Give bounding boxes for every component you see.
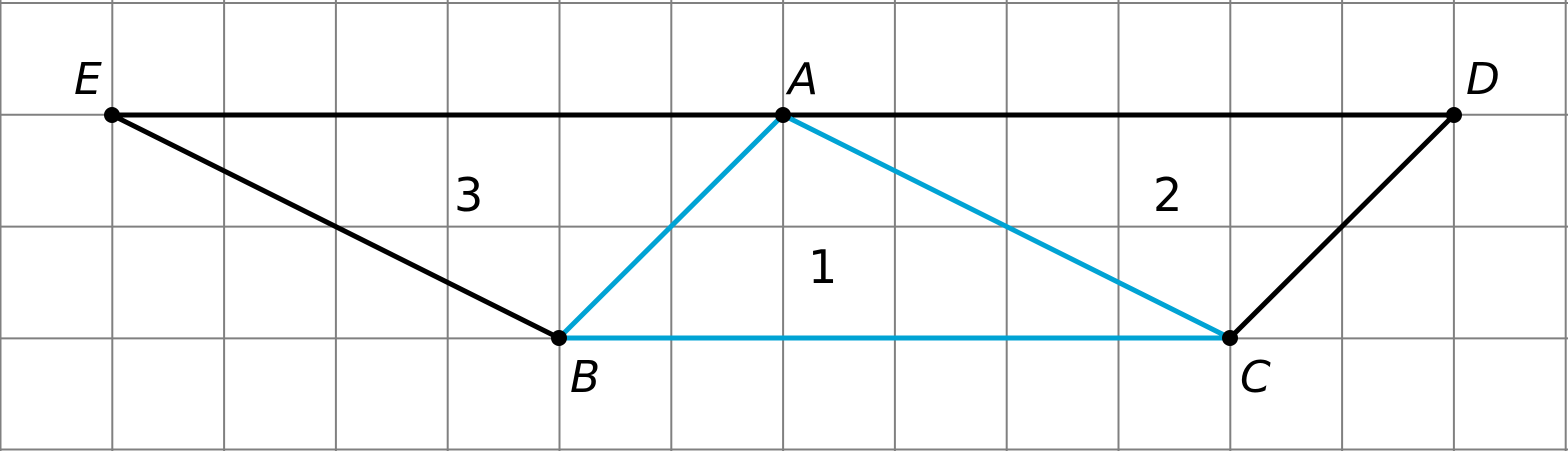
- label-D: D: [1466, 54, 1500, 105]
- segment-AB: [557, 113, 785, 340]
- point-B: [551, 330, 567, 346]
- label-B: B: [570, 352, 600, 403]
- region-label-1: 1: [808, 240, 837, 294]
- region-label-3: 3: [454, 168, 483, 222]
- point-A: [775, 107, 791, 123]
- triangle-1-ABC: [557, 112, 1232, 341]
- segment-AC: [781, 112, 1232, 341]
- label-E: E: [74, 54, 102, 105]
- segment-DC: [1228, 113, 1456, 340]
- point-E: [104, 107, 120, 123]
- segment-EB: [110, 112, 561, 341]
- label-C: C: [1240, 352, 1271, 403]
- points: [104, 107, 1462, 346]
- point-D: [1446, 107, 1462, 123]
- label-A: A: [785, 54, 818, 105]
- region-label-2: 2: [1153, 168, 1182, 222]
- point-C: [1222, 330, 1238, 346]
